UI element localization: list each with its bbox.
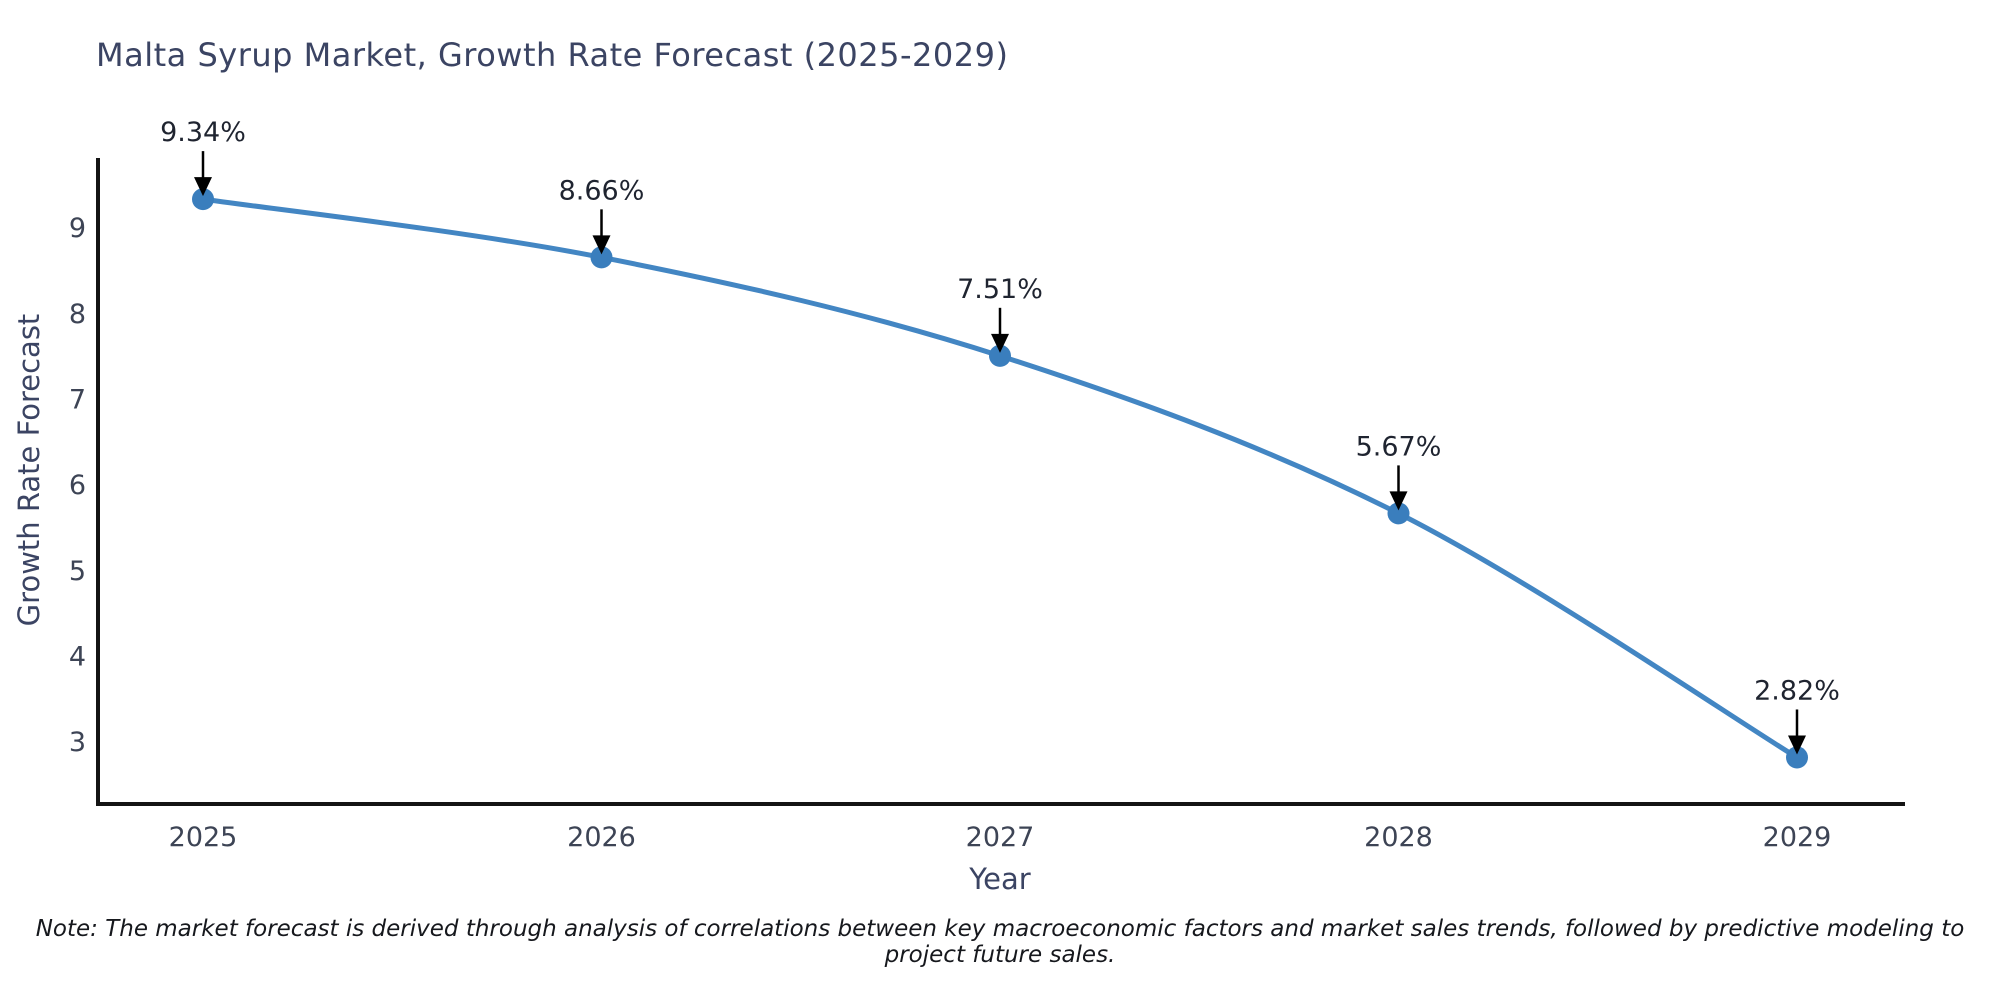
point-value-label: 9.34% [160, 117, 246, 148]
x-tick-label: 2026 [567, 822, 636, 853]
x-tick-label: 2025 [169, 822, 238, 853]
point-value-label: 8.66% [559, 175, 645, 206]
y-tick-label: 4 [69, 641, 86, 672]
point-value-label: 2.82% [1754, 675, 1840, 706]
x-axis-title: Year [969, 862, 1031, 896]
point-value-label: 7.51% [957, 274, 1043, 305]
annotation-arrow-head [1788, 735, 1806, 755]
data-point-marker [989, 344, 1011, 367]
x-tick-label: 2027 [966, 822, 1035, 853]
y-tick-label: 6 [69, 470, 86, 501]
data-point-marker [590, 246, 613, 269]
footnote: Note: The market forecast is derived thr… [35, 916, 1965, 968]
annotation-arrow-head [194, 177, 212, 197]
data-point-marker [1786, 746, 1808, 769]
annotation-arrow-head [1389, 491, 1408, 511]
y-tick-label: 7 [69, 385, 86, 416]
data-point-marker [1387, 502, 1410, 525]
y-tick-label: 9 [69, 213, 86, 244]
annotation-arrow-head [592, 235, 611, 255]
y-tick-label: 5 [69, 556, 86, 587]
x-tick-label: 2029 [1763, 822, 1832, 853]
chart-title: Malta Syrup Market, Growth Rate Forecast… [96, 36, 1009, 74]
x-tick-label: 2028 [1364, 822, 1433, 853]
y-tick-label: 8 [69, 299, 86, 330]
annotation-arrow-head [991, 333, 1009, 353]
y-tick-label: 3 [69, 727, 86, 758]
point-value-label: 5.67% [1356, 431, 1442, 462]
data-point-marker [192, 188, 214, 211]
